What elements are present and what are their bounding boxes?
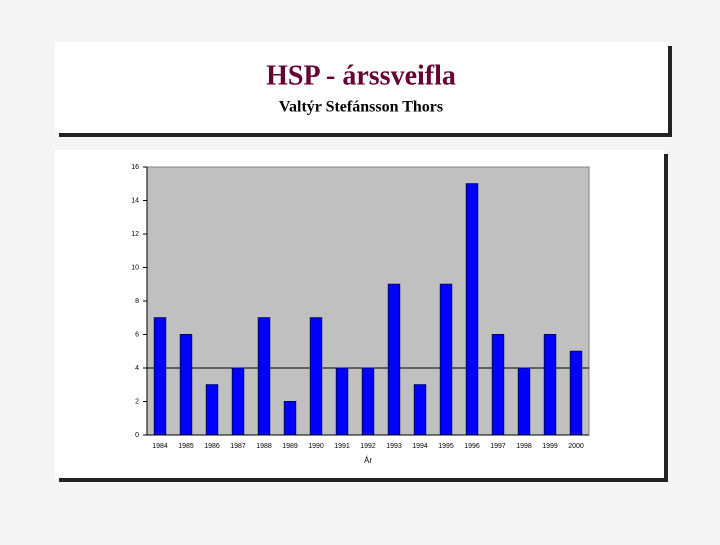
x-tick-label: 1994 <box>412 443 428 450</box>
bar <box>205 384 219 436</box>
x-tick-label: 1984 <box>152 443 168 450</box>
bar <box>387 283 401 436</box>
bar <box>413 384 427 436</box>
x-tick-label: 1998 <box>516 443 532 450</box>
bar <box>309 317 323 436</box>
y-tick-label: 14 <box>131 197 139 204</box>
x-tick-label: 1990 <box>308 443 324 450</box>
x-tick-label: 1988 <box>256 443 272 450</box>
x-tick-label: 1993 <box>386 443 402 450</box>
bar <box>257 317 271 436</box>
y-tick-label: 2 <box>135 398 139 405</box>
x-tick-label: 1996 <box>464 443 480 450</box>
bar <box>569 350 583 436</box>
bar <box>153 317 167 436</box>
x-tick-label: 1985 <box>178 443 194 450</box>
chart-title: HSP - árssveifla <box>266 60 456 91</box>
bar <box>231 367 245 436</box>
bar <box>439 283 453 436</box>
y-tick-label: 4 <box>135 365 139 372</box>
bar <box>283 401 297 436</box>
y-tick-label: 12 <box>131 231 139 238</box>
bar <box>517 367 531 436</box>
x-tick-label: 1989 <box>282 443 298 450</box>
title-box <box>55 42 668 133</box>
x-tick-label: 1999 <box>542 443 558 450</box>
y-tick-label: 16 <box>131 164 139 171</box>
bar <box>335 367 349 436</box>
x-tick-label: 1986 <box>204 443 220 450</box>
x-tick-label: 2000 <box>568 443 584 450</box>
bar <box>179 334 193 436</box>
x-tick-label: 1992 <box>360 443 376 450</box>
y-tick-label: 8 <box>135 298 139 305</box>
y-tick-label: 6 <box>135 331 139 338</box>
y-tick-label: 10 <box>131 264 139 271</box>
bar <box>543 334 557 436</box>
x-tick-label: 1997 <box>490 443 506 450</box>
x-axis-label: Ár <box>364 456 372 465</box>
chart-subtitle: Valtýr Stefánsson Thors <box>279 99 443 116</box>
bar <box>465 183 479 436</box>
bar <box>361 367 375 436</box>
x-tick-label: 1995 <box>438 443 454 450</box>
x-tick-label: 1987 <box>230 443 246 450</box>
y-tick-label: 0 <box>135 432 139 439</box>
bar <box>491 334 505 436</box>
x-tick-label: 1991 <box>334 443 350 450</box>
